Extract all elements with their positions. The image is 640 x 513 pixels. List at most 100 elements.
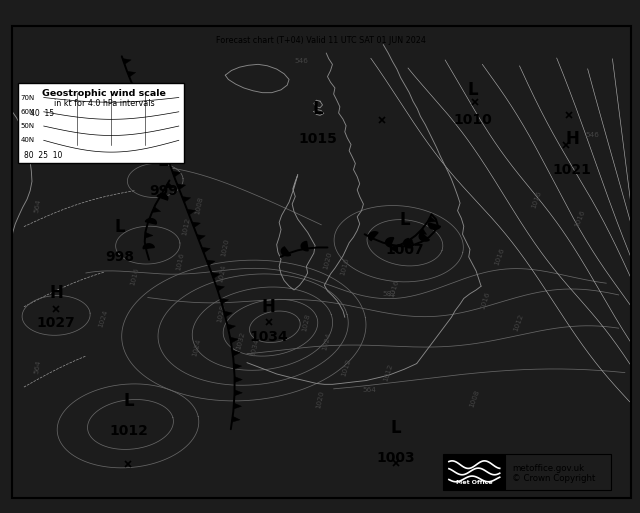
Polygon shape <box>144 109 153 114</box>
Text: 999: 999 <box>149 184 178 198</box>
Polygon shape <box>369 232 378 241</box>
Text: 564: 564 <box>33 359 42 374</box>
Polygon shape <box>196 234 205 240</box>
Text: H: H <box>49 284 63 302</box>
Text: 1028: 1028 <box>216 304 226 323</box>
Polygon shape <box>187 209 195 215</box>
Text: 1012: 1012 <box>383 363 394 382</box>
Text: 1016: 1016 <box>388 279 400 299</box>
Text: H: H <box>262 298 276 316</box>
Text: 998: 998 <box>106 250 134 264</box>
Text: 1024: 1024 <box>321 332 332 351</box>
Polygon shape <box>123 58 131 64</box>
Text: 80  25  10: 80 25 10 <box>24 151 62 160</box>
Polygon shape <box>202 247 210 253</box>
Text: 1020: 1020 <box>322 251 333 270</box>
Text: 1020: 1020 <box>220 238 230 257</box>
Text: 1010: 1010 <box>454 113 492 127</box>
Polygon shape <box>220 298 228 304</box>
Text: © Crown Copyright: © Crown Copyright <box>512 475 595 483</box>
Polygon shape <box>156 133 164 139</box>
Text: 582: 582 <box>383 291 396 297</box>
Text: 40  15: 40 15 <box>30 109 54 117</box>
Polygon shape <box>428 216 436 222</box>
Polygon shape <box>227 324 236 330</box>
Text: 1020: 1020 <box>315 390 325 409</box>
Text: 1007: 1007 <box>386 243 424 256</box>
Text: 1027: 1027 <box>36 316 76 330</box>
Text: 60N: 60N <box>21 109 35 115</box>
Polygon shape <box>211 272 220 279</box>
Polygon shape <box>162 146 171 152</box>
Text: 1012: 1012 <box>181 216 191 236</box>
Polygon shape <box>177 184 186 190</box>
Text: 1012: 1012 <box>512 313 524 333</box>
Polygon shape <box>230 337 238 343</box>
Text: 1032: 1032 <box>236 331 246 350</box>
Polygon shape <box>127 71 136 77</box>
Text: 1008: 1008 <box>469 389 481 408</box>
Polygon shape <box>386 238 394 247</box>
Polygon shape <box>157 194 168 200</box>
Text: L: L <box>313 100 323 117</box>
Text: 1016: 1016 <box>129 267 140 286</box>
Polygon shape <box>168 159 176 164</box>
Text: 546: 546 <box>294 58 308 64</box>
Text: 1034: 1034 <box>249 330 288 344</box>
Text: 1016: 1016 <box>531 190 543 209</box>
Polygon shape <box>419 233 429 241</box>
Text: L: L <box>390 419 401 437</box>
Polygon shape <box>138 96 147 102</box>
Text: 1012: 1012 <box>340 358 352 378</box>
Text: 1024: 1024 <box>218 264 227 283</box>
Polygon shape <box>145 232 153 238</box>
Text: 1028: 1028 <box>301 312 310 332</box>
Text: 1016: 1016 <box>574 209 586 229</box>
Polygon shape <box>234 403 241 409</box>
Text: 1024: 1024 <box>191 338 202 357</box>
Polygon shape <box>143 244 154 249</box>
Text: L: L <box>158 152 168 170</box>
Text: H: H <box>565 130 579 148</box>
Polygon shape <box>152 207 161 212</box>
Polygon shape <box>207 260 215 266</box>
Text: 40N: 40N <box>21 137 35 143</box>
Text: L: L <box>115 218 125 235</box>
Polygon shape <box>165 183 174 188</box>
Polygon shape <box>418 228 427 234</box>
Text: 546: 546 <box>586 132 600 138</box>
Text: 70N: 70N <box>21 94 35 101</box>
Text: 564: 564 <box>363 387 376 393</box>
Polygon shape <box>132 84 141 90</box>
Text: L: L <box>124 392 134 410</box>
Bar <box>444 455 505 489</box>
Text: 1016: 1016 <box>493 247 506 267</box>
Text: 1016: 1016 <box>340 256 350 276</box>
Text: 1008: 1008 <box>194 196 204 215</box>
Polygon shape <box>301 242 308 251</box>
Text: 564: 564 <box>33 199 42 213</box>
Polygon shape <box>192 222 200 228</box>
Polygon shape <box>150 121 159 127</box>
Polygon shape <box>281 247 291 256</box>
Text: 50N: 50N <box>21 123 35 129</box>
Bar <box>18 83 184 163</box>
Text: 1024: 1024 <box>97 308 109 328</box>
Text: 1015: 1015 <box>299 132 338 146</box>
Text: 1021: 1021 <box>553 163 591 176</box>
Bar <box>443 454 611 490</box>
Text: Geostrophic wind scale: Geostrophic wind scale <box>42 89 166 98</box>
Text: metoffice.gov.uk: metoffice.gov.uk <box>512 464 584 472</box>
Polygon shape <box>172 171 181 177</box>
Text: L: L <box>468 81 478 99</box>
Polygon shape <box>406 239 414 245</box>
Text: 1034: 1034 <box>249 338 260 357</box>
Polygon shape <box>232 350 241 356</box>
Polygon shape <box>234 377 243 383</box>
Polygon shape <box>429 223 440 229</box>
Text: in kt for 4.0 hPa intervals: in kt for 4.0 hPa intervals <box>54 99 154 108</box>
Text: L: L <box>399 211 410 229</box>
Polygon shape <box>234 390 243 396</box>
Polygon shape <box>232 416 240 422</box>
Polygon shape <box>404 239 411 248</box>
